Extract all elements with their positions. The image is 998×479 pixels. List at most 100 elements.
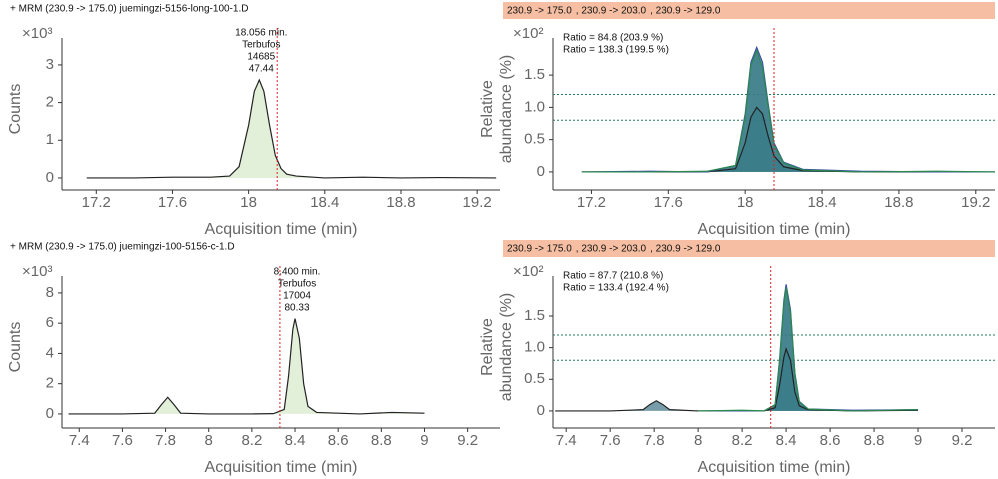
y-tick-label: 1.5 [524,307,545,324]
y-axis-label: abundance (%) [498,55,515,164]
y-tick-label: 0.5 [524,370,545,387]
x-tick-label: 17.2 [577,194,606,211]
x-tick-label: 8 [694,432,702,449]
y-tick-label: 0 [537,402,545,419]
x-tick-label: 8.4 [285,432,306,449]
x-tick-label: 7.8 [644,432,665,449]
y-tick-label: 0 [46,169,54,186]
peak-area [698,284,919,411]
legend-band [503,240,995,257]
peak-area [86,79,497,178]
ratio-label: Ratio = 138.3 (199.5 %) [563,45,669,56]
x-tick-label: 18 [737,194,754,211]
x-tick-label: 19.2 [463,194,492,211]
x-tick-label: 8.2 [241,432,262,449]
trace-line [86,78,497,179]
peak-label: 80.33 [285,302,310,313]
x-tick-label: 8.8 [371,432,392,449]
x-tick-label: 17.6 [654,194,683,211]
y-tick-label: 1.0 [524,98,545,115]
x-tick-label: 18.4 [310,194,339,211]
x-tick-label: 17.6 [158,194,187,211]
y-multiplier: ×10² [513,263,543,280]
y-tick-label: 1.5 [524,66,545,83]
x-axis-label: Acquisition time (min) [698,459,851,476]
y-tick-label: 6 [46,314,54,331]
peak-area [555,348,919,411]
x-tick-label: 18 [240,194,257,211]
y-tick-label: 0 [46,405,54,422]
x-tick-label: 9 [420,432,428,449]
x-tick-label: 8.6 [820,432,841,449]
panel-header: + MRM (230.9 -> 175.0) juemingzi-5156-lo… [10,4,248,15]
peak-label: 14685 [247,52,275,63]
trace-line [555,346,919,412]
ratio-label: Ratio = 84.8 (203.9 %) [563,33,663,44]
peak-area [581,107,995,172]
trace-line [581,106,995,173]
x-axis-label: Acquisition time (min) [205,221,358,238]
y-tick-label: 4 [46,344,54,361]
y-axis-label: Counts [7,84,24,135]
peak-label: Terbufos [242,40,280,51]
x-tick-label: 9.2 [952,432,973,449]
legend-entry: , 230.9 -> 129.0 [650,6,721,17]
y-tick-label: 8 [46,284,54,301]
x-tick-label: 9.2 [457,432,478,449]
peak-label: 8.400 min. [274,266,321,277]
trace-line [581,45,995,173]
x-tick-label: 8 [205,432,213,449]
trace-line [581,48,996,173]
y-tick-label: 0.5 [524,131,545,148]
y-tick-label: 1 [46,131,54,148]
x-tick-label: 8.8 [864,432,885,449]
x-tick-label: 7.6 [112,432,133,449]
x-axis-label: Acquisition time (min) [205,459,358,476]
legend-entry: 230.9 -> 175.0 [507,6,572,17]
peak-label: Terbufos [278,278,316,289]
y-axis-label: abundance (%) [498,293,515,402]
x-tick-label: 8.2 [732,432,753,449]
y-tick-label: 2 [46,375,54,392]
peak-area [698,287,919,411]
ratio-label: Ratio = 133.4 (192.4 %) [563,283,669,294]
x-tick-label: 7.4 [69,432,90,449]
x-tick-label: 18.8 [386,194,415,211]
legend-entry: , 230.9 -> 203.0 [576,244,647,255]
legend-entry: , 230.9 -> 129.0 [650,244,721,255]
x-tick-label: 7.4 [556,432,577,449]
y-tick-label: 0 [537,163,545,180]
peak-area [68,318,425,414]
y-axis-label: Counts [7,322,24,373]
y-axis-label: Relative [479,80,496,138]
legend-entry: , 230.9 -> 203.0 [576,6,647,17]
y-tick-label: 1.0 [524,339,545,356]
trace-line [68,318,425,415]
y-multiplier: ×10³ [22,263,52,280]
peak-label: 47.44 [249,64,274,75]
x-tick-label: 7.6 [600,432,621,449]
x-tick-label: 8.4 [776,432,797,449]
x-tick-label: 19.2 [961,194,990,211]
y-multiplier: ×10² [513,25,543,42]
legend-entry: 230.9 -> 175.0 [507,244,572,255]
x-tick-label: 7.8 [155,432,176,449]
peak-label: 17004 [283,290,311,301]
trace-line [698,287,919,412]
y-multiplier: ×10³ [22,25,52,42]
x-tick-label: 8.6 [328,432,349,449]
x-tick-label: 17.2 [82,194,111,211]
x-tick-label: 9 [914,432,922,449]
y-axis-label: Relative [479,318,496,376]
x-tick-label: 18.4 [807,194,836,211]
ratio-label: Ratio = 87.7 (210.8 %) [563,271,663,282]
x-tick-label: 18.8 [884,194,913,211]
legend-band [503,2,995,19]
x-axis-label: Acquisition time (min) [698,221,851,238]
peak-label: 18.056 min. [235,28,287,39]
panel-header: + MRM (230.9 -> 175.0) juemingzi-100-515… [10,242,235,253]
peak-area [581,50,995,172]
y-tick-label: 2 [46,94,54,111]
trace-line [698,284,919,412]
